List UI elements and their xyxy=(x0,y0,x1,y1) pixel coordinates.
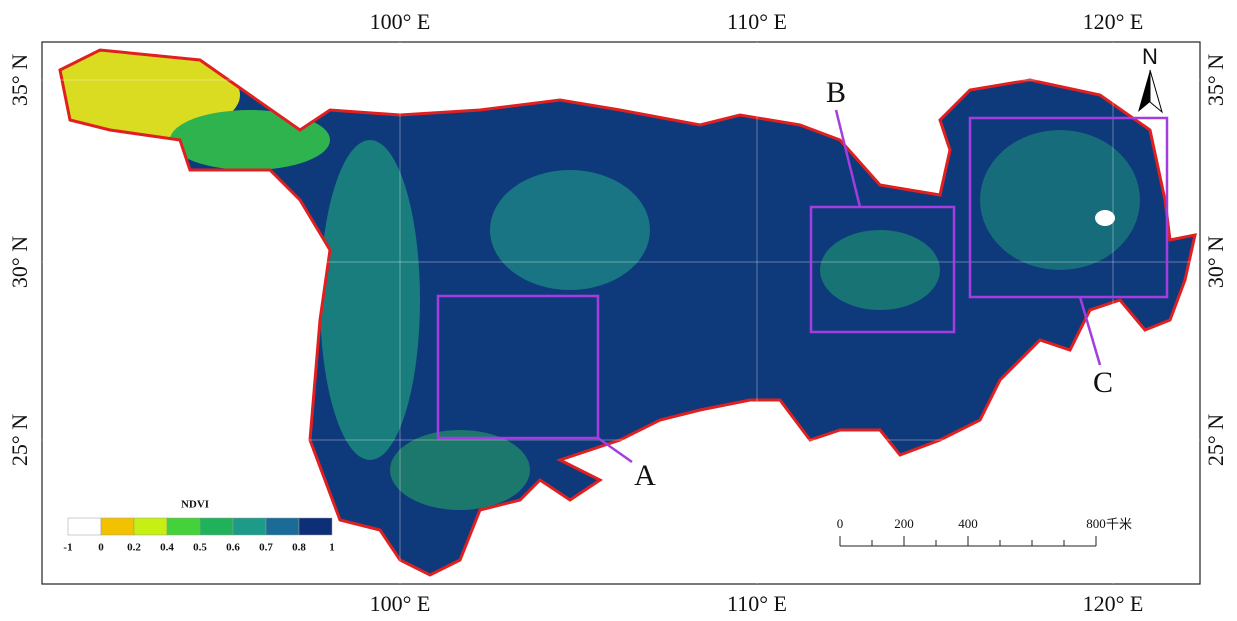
top-label: 110° E xyxy=(727,9,787,34)
scale-unit: 千米 xyxy=(1106,518,1132,533)
left-label: 25° N xyxy=(7,414,32,466)
scale-ticks xyxy=(840,536,1096,546)
legend-break: 1 xyxy=(329,542,335,554)
right-label: 35° N xyxy=(1203,54,1228,106)
legend-break: 0.5 xyxy=(193,542,207,554)
legend-break: -1 xyxy=(63,542,72,554)
legend-title: NDVI xyxy=(181,499,209,511)
north-arrow xyxy=(1138,70,1162,112)
scale-label: 800 xyxy=(1086,516,1106,531)
legend-swatch xyxy=(167,518,200,535)
legend-break: 0.6 xyxy=(226,542,240,554)
scale-label: 200 xyxy=(894,516,914,531)
top-label: 120° E xyxy=(1083,9,1144,34)
scale-label: 400 xyxy=(958,516,978,531)
left-label: 35° N xyxy=(7,54,32,106)
legend-swatch xyxy=(200,518,233,535)
region-label: B xyxy=(826,76,846,109)
left-label: 30° N xyxy=(7,236,32,288)
legend-break: 0.4 xyxy=(160,542,174,554)
legend-swatch xyxy=(299,518,332,535)
bottom-label: 120° E xyxy=(1083,591,1144,616)
legend-swatch xyxy=(134,518,167,535)
map: 100° E 100° E 110° E 110° E 120° E 120° E 35° … xyxy=(0,0,1237,621)
north-label: N xyxy=(1142,44,1158,69)
bottom-label: 100° E xyxy=(370,591,431,616)
legend-break: 0.2 xyxy=(127,542,141,554)
legend-swatch xyxy=(233,518,266,535)
legend-break: 0 xyxy=(98,542,104,554)
legend-swatch xyxy=(101,518,134,535)
scale-label: 0 xyxy=(837,516,844,531)
right-label: 30° N xyxy=(1203,236,1228,288)
right-label: 25° N xyxy=(1203,414,1228,466)
region-label: C xyxy=(1093,366,1113,399)
bottom-label: 110° E xyxy=(727,591,787,616)
legend-swatch xyxy=(68,518,101,535)
top-label: 100° E xyxy=(370,9,431,34)
region-label: A xyxy=(634,459,656,492)
legend-break: 0.8 xyxy=(292,542,306,554)
legend-swatch xyxy=(266,518,299,535)
page: {"map": { "top_labels": ["100° E", "110°… xyxy=(0,0,1237,621)
legend-break: 0.7 xyxy=(259,542,273,554)
